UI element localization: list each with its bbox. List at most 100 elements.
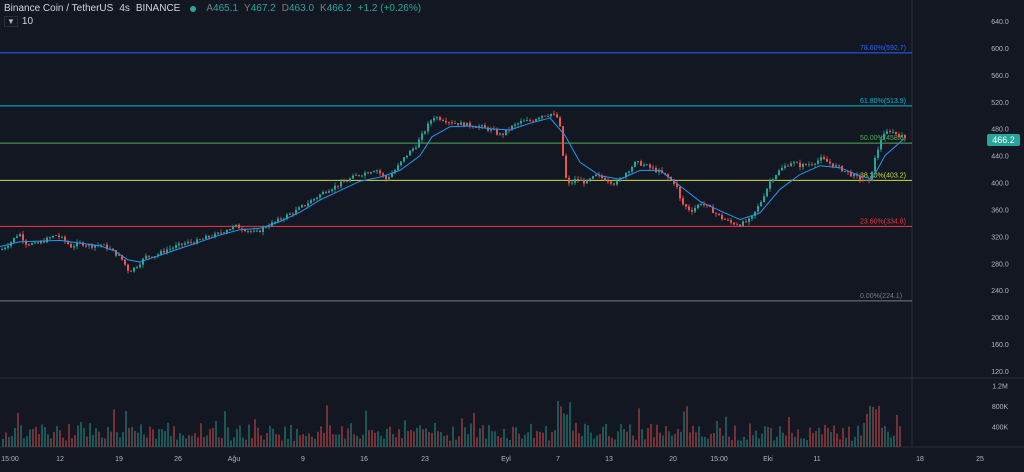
candle-body <box>850 172 852 177</box>
volume-bar <box>11 435 13 447</box>
volume-bar <box>803 438 805 447</box>
time-tick-label: 15:00 <box>710 456 728 463</box>
candle-body <box>901 134 903 138</box>
volume-tick-label: 1.2M <box>992 383 1008 390</box>
volume-bar <box>800 438 802 447</box>
candle-body <box>226 230 228 233</box>
candle-body <box>442 119 444 121</box>
candle-body <box>847 171 849 173</box>
candle-body <box>844 171 846 172</box>
candle-body <box>34 242 36 244</box>
volume-bar <box>62 437 64 447</box>
price-axis: 640.0 600.0 560.0 520.0 480.0 440.0 400.0 360.0… <box>991 19 1009 431</box>
candle-body <box>289 213 291 215</box>
candle-body <box>805 164 807 165</box>
volume-bar <box>95 428 97 447</box>
candle-body <box>1 249 3 250</box>
volume-bar <box>713 432 715 447</box>
volume-bar <box>113 409 115 447</box>
volume-bar <box>527 432 529 447</box>
candle-body <box>313 198 315 201</box>
candle-body <box>793 162 795 164</box>
candle-body <box>823 157 825 160</box>
candle-body <box>328 191 330 193</box>
candle-body <box>595 174 597 177</box>
price-tick-label: 600.0 <box>991 46 1009 53</box>
volume-bar <box>356 435 358 447</box>
candle-body <box>268 226 270 228</box>
symbol-title[interactable]: Binance Coin / TetherUS <box>4 3 114 14</box>
indicator-legend[interactable]: ▼ 10 <box>4 16 33 27</box>
volume-bar <box>854 436 856 447</box>
chevron-down-icon[interactable]: ▼ <box>4 16 18 27</box>
volume-bar <box>401 438 403 447</box>
candle-body <box>448 122 450 124</box>
candle-body <box>730 220 732 223</box>
candle-body <box>676 183 678 187</box>
candle-body <box>148 255 150 257</box>
volume-bar <box>32 428 34 447</box>
candle-body <box>721 214 723 219</box>
volume-bar <box>353 434 355 447</box>
candle-body <box>421 133 423 140</box>
volume-bar <box>431 432 433 447</box>
price-tick-label: 320.0 <box>991 234 1009 241</box>
candle-body <box>646 164 648 166</box>
candle-body <box>58 235 60 238</box>
candle-body <box>67 241 69 245</box>
candle-body <box>586 179 588 184</box>
candle-body <box>616 181 618 185</box>
volume-bar <box>719 427 721 447</box>
interval-label[interactable]: 4s <box>119 3 130 14</box>
volume-bar <box>302 434 304 447</box>
volume-bar <box>500 437 502 447</box>
candle-body <box>715 213 717 214</box>
candle-body <box>403 157 405 162</box>
price-tick-label: 280.0 <box>991 261 1009 268</box>
volume-bar <box>767 426 769 447</box>
volume-bar <box>863 423 865 447</box>
volume-bar <box>365 410 367 447</box>
volume-bar <box>581 435 583 447</box>
volume-bar <box>554 430 556 447</box>
volume-bar <box>563 413 565 447</box>
candle-body <box>778 170 780 176</box>
candle-body <box>193 242 195 244</box>
candle-body <box>391 173 393 178</box>
volume-bar <box>104 438 106 447</box>
volume-bar <box>761 433 763 447</box>
volume-bar <box>596 435 598 447</box>
candle-body <box>604 177 606 181</box>
volume-bar <box>704 436 706 447</box>
candle-body <box>625 172 627 178</box>
fib-label-1: 61.80%(513.9) <box>860 98 906 105</box>
candle-body <box>181 243 183 245</box>
volume-bar <box>14 428 16 447</box>
candle-body <box>664 172 666 175</box>
candle-body <box>829 161 831 164</box>
candle-body <box>256 230 258 232</box>
candle-body <box>523 120 525 122</box>
volume-bar <box>857 425 859 447</box>
candle-body <box>382 173 384 176</box>
candlesticks <box>1 110 906 274</box>
time-tick-label: 15:00 <box>1 456 19 463</box>
candle-body <box>469 122 471 127</box>
volume-bar <box>26 436 28 447</box>
volume-bar <box>806 440 808 447</box>
candle-body <box>367 172 369 174</box>
volume-bar <box>212 427 214 447</box>
volume-bar <box>131 426 133 447</box>
time-tick-label: 12 <box>56 456 64 463</box>
volume-bar <box>452 426 454 447</box>
candle-body <box>160 250 162 255</box>
candle-body <box>130 270 132 272</box>
volume-bar <box>311 436 313 447</box>
volume-bar <box>362 434 364 447</box>
candle-body <box>835 165 837 167</box>
candle-body <box>427 123 429 132</box>
candle-body <box>373 171 375 173</box>
volume-bar <box>458 436 460 447</box>
